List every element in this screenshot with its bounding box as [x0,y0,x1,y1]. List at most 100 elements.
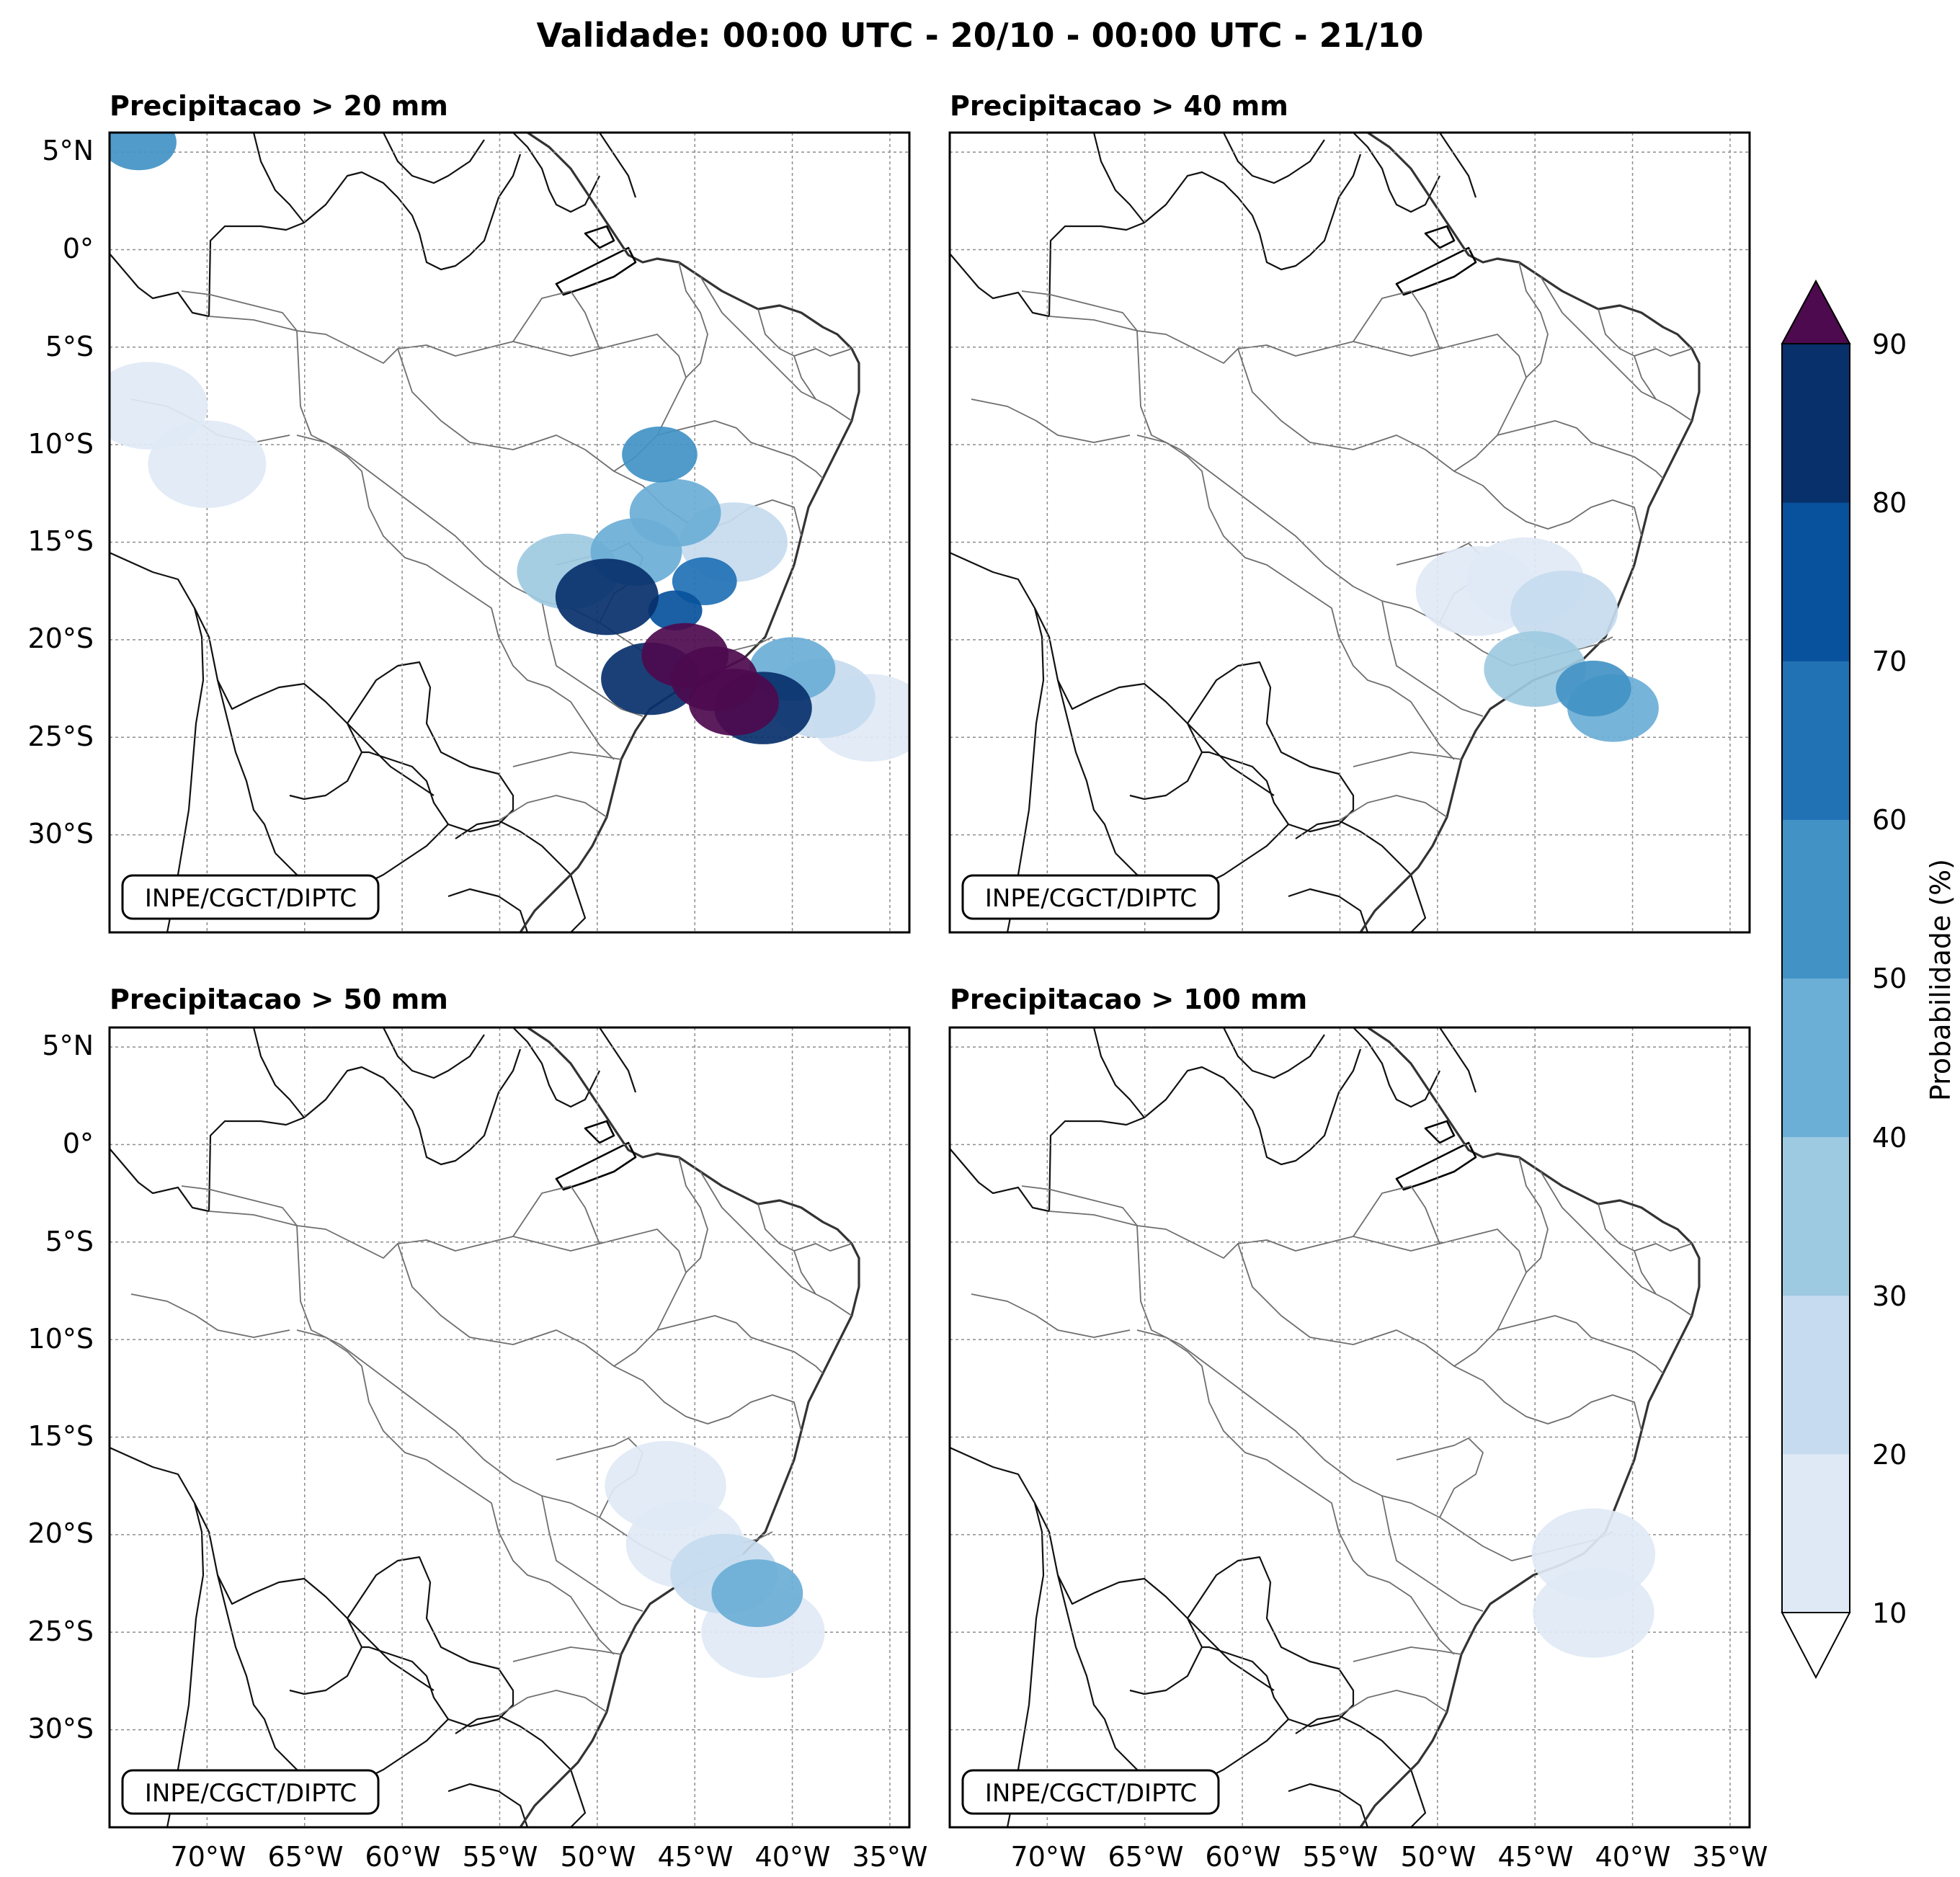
lat-label: 30°S [28,818,94,850]
lat-label: 10°S [28,1323,94,1355]
panel-title: Precipitacao > 20 mm [110,90,448,122]
credit-box: INPE/CGCT/DIPTC [121,1769,380,1815]
probability-cell [711,1559,803,1628]
panel-40mm: Precipitacao > 40 mm INPE/CGCT/DIPTC [948,90,1751,934]
map-frame [108,131,911,934]
colorbar-segment [1782,661,1850,820]
lat-label: 20°S [28,623,94,654]
lon-labels-left: 70°W 65°W 60°W 55°W 50°W 45°W 40°W 35°W [171,1841,928,1873]
probability-cell [1556,660,1631,717]
colorbar-over-triangle [1781,279,1851,344]
colorbar-tick: 50 [1872,963,1907,994]
map-frame [948,131,1751,934]
lon-label: 50°W [561,1841,636,1873]
lon-label: 50°W [1401,1841,1476,1873]
lon-label: 55°W [463,1841,538,1873]
lat-label: 25°S [28,721,94,752]
lat-label: 25°S [28,1615,94,1647]
panel-100mm: Precipitacao > 100 mm INPE/CGCT/DIPTC [948,984,1751,1829]
lon-label: 60°W [365,1841,441,1873]
probability-cell [1510,571,1618,651]
lat-label: 15°S [28,1420,94,1452]
panel-title: Precipitacao > 40 mm [950,90,1288,122]
gridlines [950,1027,1750,1827]
lon-label: 70°W [1011,1841,1087,1873]
lat-labels-bottom: 5°N 0° 5°S 10°S 15°S 20°S 25°S 30°S [28,1030,94,1744]
figure-title: Validade: 00:00 UTC - 20/10 - 00:00 UTC … [536,16,1423,55]
lat-label: 0° [63,233,94,264]
basemap [950,1027,1701,1827]
lon-label: 35°W [852,1841,928,1873]
lon-label: 55°W [1303,1841,1378,1873]
credit-text: INPE/CGCT/DIPTC [985,1779,1197,1808]
lon-label: 40°W [755,1841,831,1873]
gridlines [110,1027,909,1827]
colorbar-tick: 70 [1872,646,1907,677]
colorbar-tick: 10 [1872,1597,1907,1629]
lat-label: 20°S [28,1517,94,1549]
colorbar-segment [1782,502,1850,661]
credit-text: INPE/CGCT/DIPTC [145,884,357,913]
colorbar-segment [1782,1295,1850,1455]
gridlines [950,133,1750,932]
lat-labels-top: 5°N 0° 5°S 10°S 15°S 20°S 25°S 30°S [28,135,94,850]
colorbar: 10 20 30 40 50 60 70 80 90 Probabilidade… [1781,279,1956,1680]
gridlines [110,133,909,932]
probability-cell [641,623,729,688]
lat-label: 5°S [45,1226,94,1257]
colorbar-tick: 20 [1872,1439,1907,1471]
colorbar-ticks: 10 20 30 40 50 60 70 80 90 [1872,329,1907,1629]
colorbar-segments [1782,344,1850,1613]
probability-field [1415,537,1659,742]
basemap [950,133,1701,932]
lon-label: 65°W [1108,1841,1184,1873]
probability-field [110,133,909,762]
colorbar-tick: 80 [1872,487,1907,519]
lat-label: 10°S [28,428,94,460]
colorbar-under-triangle [1781,1612,1851,1680]
colorbar-tick: 60 [1872,804,1907,836]
lon-label: 70°W [171,1841,246,1873]
lon-label: 45°W [1498,1841,1574,1873]
probability-cell [1533,1567,1654,1658]
colorbar-frame [1781,343,1850,1613]
panel-title: Precipitacao > 100 mm [950,984,1307,1015]
credit-box: INPE/CGCT/DIPTC [121,874,380,920]
probability-cell [555,558,659,636]
credit-box: INPE/CGCT/DIPTC [961,874,1220,920]
colorbar-tick: 30 [1872,1280,1907,1312]
lat-label: 0° [63,1128,94,1159]
probability-cell [110,133,177,171]
lat-label: 30°S [28,1713,94,1744]
credit-text: INPE/CGCT/DIPTC [985,884,1197,913]
credit-box: INPE/CGCT/DIPTC [961,1769,1220,1815]
colorbar-tick: 40 [1872,1122,1907,1154]
basemap [110,1027,860,1827]
panel-title: Precipitacao > 50 mm [110,984,448,1015]
credit-text: INPE/CGCT/DIPTC [145,1779,357,1808]
colorbar-segment [1782,1136,1850,1296]
probability-field [605,1440,825,1678]
map-frame [108,1026,911,1829]
lon-label: 35°W [1693,1841,1768,1873]
probability-cell [622,426,698,483]
panel-20mm: Precipitacao > 20 mm INPE/CGCT/DIPTC [108,90,911,934]
lat-label: 5°S [45,331,94,362]
colorbar-label: Probabilidade (%) [1925,859,1956,1101]
colorbar-tick: 90 [1872,329,1907,360]
probability-cell [648,590,703,631]
map-frame [948,1026,1751,1829]
lat-label: 15°S [28,525,94,557]
colorbar-segment [1782,344,1850,503]
colorbar-segment [1782,1453,1850,1613]
colorbar-segment [1782,978,1850,1138]
panel-50mm: Precipitacao > 50 mm INPE/CGCT/DIPTC [108,984,911,1829]
lon-label: 60°W [1206,1841,1281,1873]
probability-field [1531,1508,1656,1658]
lon-label: 40°W [1595,1841,1671,1873]
lat-label: 5°N [42,1030,94,1061]
colorbar-segment [1782,819,1850,978]
lon-labels-right: 70°W 65°W 60°W 55°W 50°W 45°W 40°W 35°W [1011,1841,1768,1873]
lon-label: 65°W [268,1841,344,1873]
